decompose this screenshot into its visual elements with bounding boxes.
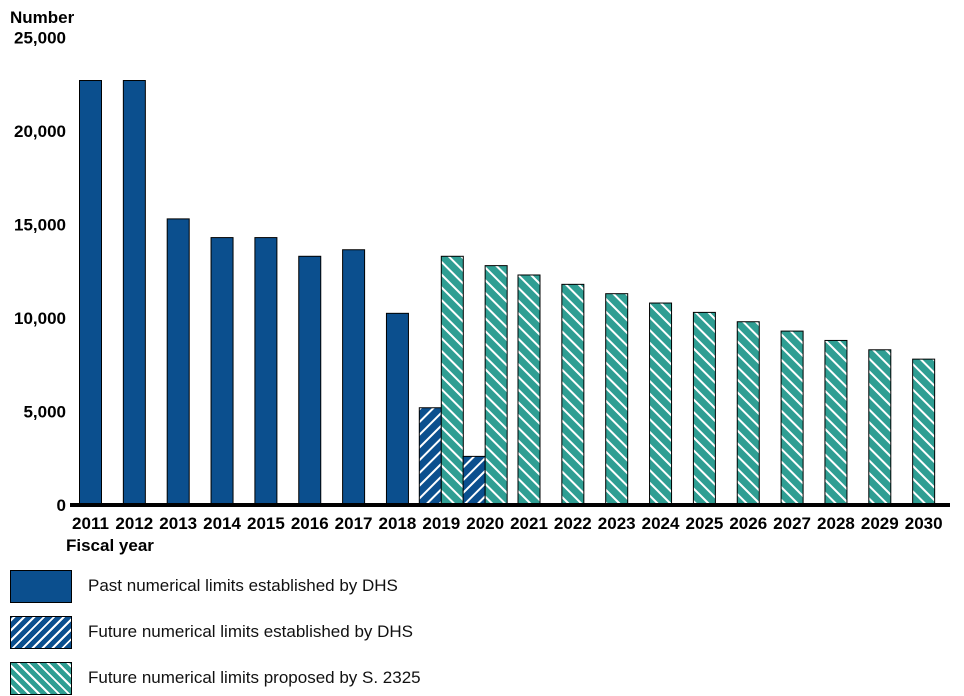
x-tick-label: 2019 — [422, 514, 460, 533]
legend-swatch-solid — [10, 569, 72, 603]
bar-2019-series-1 — [418, 407, 442, 506]
bar-2011-series-0 — [79, 80, 102, 506]
bar-2020-series-1 — [462, 455, 486, 506]
legend-label: Future numerical limits proposed by S. 2… — [88, 668, 421, 687]
x-tick-label: 2016 — [291, 514, 329, 533]
bar-2027-series-2 — [780, 330, 804, 506]
y-tick-label: 5,000 — [23, 403, 66, 422]
bar-2023-series-2 — [605, 293, 629, 506]
x-tick-label: 2014 — [203, 514, 241, 533]
chart: Number 0 5,000 10,000 15,000 20,000 25,000 20… — [10, 8, 950, 555]
bar-2015-series-0 — [254, 237, 278, 506]
bar-2012-series-0 — [122, 80, 146, 506]
x-tick-label: 2015 — [247, 514, 285, 533]
legend-swatch-hatched-dark — [10, 615, 72, 649]
y-axis-ticks: 0 5,000 10,000 15,000 20,000 25,000 — [14, 29, 66, 516]
x-tick-label: 2028 — [817, 514, 855, 533]
x-tick-label: 2020 — [466, 514, 504, 533]
bar-2019-series-2 — [440, 255, 464, 506]
bar-2016-series-0 — [298, 255, 322, 506]
x-tick-label: 2011 — [72, 514, 109, 533]
x-tick-label: 2021 — [510, 514, 548, 533]
bars — [79, 80, 936, 506]
bar-2020-series-2 — [484, 265, 508, 506]
bar-2017-series-0 — [342, 249, 366, 506]
y-tick-label: 15,000 — [14, 216, 66, 235]
x-tick-label: 2018 — [379, 514, 417, 533]
bar-2021-series-2 — [517, 274, 541, 506]
bar-2028-series-2 — [824, 339, 848, 506]
x-tick-label: 2013 — [159, 514, 197, 533]
legend-item-future-dhs: Future numerical limits established by D… — [10, 614, 421, 650]
legend-label: Past numerical limits established by DHS — [88, 576, 398, 595]
x-tick-label: 2030 — [905, 514, 943, 533]
x-tick-label: 2026 — [729, 514, 767, 533]
legend-swatch-hatched-teal — [10, 661, 72, 695]
bar-2026-series-2 — [736, 321, 760, 506]
legend: Past numerical limits established by DHS… — [10, 568, 421, 696]
x-tick-label: 2023 — [598, 514, 636, 533]
x-tick-label: 2012 — [115, 514, 153, 533]
x-tick-label: 2024 — [642, 514, 680, 533]
x-axis-ticks: 2011 2012 2013 2014 2015 2016 2017 2018 2019 2020… — [72, 514, 943, 533]
legend-item-past-dhs: Past numerical limits established by DHS — [10, 568, 421, 604]
bar-2024-series-2 — [649, 302, 673, 506]
x-tick-label: 2027 — [773, 514, 811, 533]
y-tick-label: 25,000 — [14, 29, 66, 48]
bar-2018-series-0 — [385, 312, 409, 506]
bar-2014-series-0 — [210, 237, 234, 506]
legend-label: Future numerical limits established by D… — [88, 622, 414, 641]
y-tick-label: 20,000 — [14, 122, 66, 141]
bar-2029-series-2 — [868, 349, 892, 506]
y-tick-label: 10,000 — [14, 309, 66, 328]
x-axis-label: Fiscal year — [66, 536, 154, 555]
bar-2013-series-0 — [166, 218, 190, 506]
x-tick-label: 2017 — [335, 514, 373, 533]
bar-2030-series-2 — [912, 358, 936, 506]
y-tick-label: 0 — [57, 496, 66, 515]
x-tick-label: 2022 — [554, 514, 592, 533]
bar-2025-series-2 — [692, 311, 716, 506]
x-tick-label: 2025 — [685, 514, 723, 533]
bar-2022-series-2 — [561, 283, 585, 506]
legend-item-proposed: Future numerical limits proposed by S. 2… — [10, 660, 421, 696]
y-axis-label: Number — [10, 8, 75, 27]
x-tick-label: 2029 — [861, 514, 899, 533]
